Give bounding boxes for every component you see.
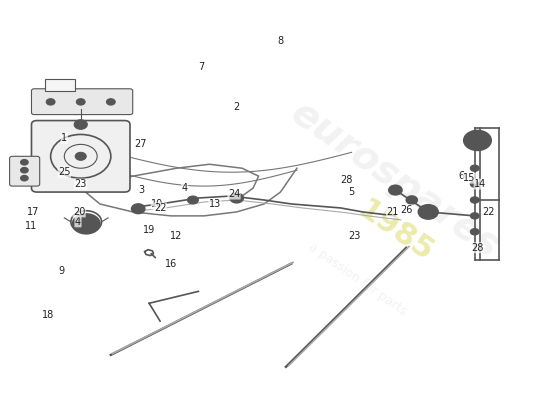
- Text: 28: 28: [471, 243, 483, 253]
- FancyBboxPatch shape: [31, 120, 130, 192]
- Text: 2: 2: [234, 102, 240, 112]
- Circle shape: [419, 205, 438, 219]
- Text: eurospares: eurospares: [284, 94, 507, 266]
- Circle shape: [470, 165, 479, 171]
- Text: 28: 28: [340, 175, 353, 185]
- Text: 4: 4: [75, 217, 81, 227]
- Circle shape: [470, 181, 479, 187]
- Circle shape: [230, 193, 243, 203]
- Circle shape: [188, 196, 199, 204]
- Text: 22: 22: [482, 207, 494, 217]
- Circle shape: [389, 185, 402, 195]
- Text: 10: 10: [151, 199, 163, 209]
- Circle shape: [73, 214, 100, 234]
- Text: 27: 27: [135, 139, 147, 149]
- Text: 25: 25: [58, 167, 70, 177]
- Circle shape: [470, 213, 479, 219]
- Circle shape: [75, 152, 86, 160]
- Text: a passion for parts: a passion for parts: [306, 241, 409, 318]
- Text: 15: 15: [463, 173, 475, 183]
- Circle shape: [464, 130, 491, 150]
- Circle shape: [46, 99, 55, 105]
- Text: 3: 3: [138, 185, 144, 195]
- Circle shape: [20, 175, 28, 181]
- Circle shape: [20, 160, 28, 165]
- Text: 7: 7: [198, 62, 204, 72]
- Text: 12: 12: [170, 231, 183, 241]
- Text: 22: 22: [154, 203, 166, 213]
- Text: 23: 23: [348, 231, 361, 241]
- Text: 1985: 1985: [352, 196, 438, 268]
- Circle shape: [107, 99, 115, 105]
- Text: 11: 11: [25, 221, 37, 231]
- Circle shape: [131, 204, 145, 214]
- Text: 19: 19: [143, 225, 155, 235]
- Text: 13: 13: [208, 199, 221, 209]
- Text: 24: 24: [228, 189, 240, 199]
- Circle shape: [76, 99, 85, 105]
- Text: 20: 20: [73, 207, 85, 217]
- Text: 4: 4: [182, 183, 188, 193]
- Circle shape: [406, 196, 417, 204]
- Circle shape: [470, 228, 479, 235]
- Text: 23: 23: [75, 179, 87, 189]
- Text: 9: 9: [58, 266, 65, 276]
- FancyBboxPatch shape: [31, 89, 133, 114]
- Text: 26: 26: [400, 205, 412, 215]
- Circle shape: [20, 168, 28, 173]
- Bar: [45, 79, 75, 91]
- FancyBboxPatch shape: [9, 156, 40, 186]
- Text: 6: 6: [458, 171, 464, 181]
- Text: 17: 17: [27, 207, 39, 217]
- Text: 1: 1: [61, 134, 68, 144]
- Text: 14: 14: [474, 179, 486, 189]
- Text: 5: 5: [349, 187, 355, 197]
- Text: 16: 16: [165, 258, 177, 268]
- Text: 8: 8: [277, 36, 284, 46]
- Circle shape: [74, 120, 87, 129]
- Circle shape: [470, 197, 479, 203]
- Text: 18: 18: [42, 310, 54, 320]
- Text: 21: 21: [387, 207, 399, 217]
